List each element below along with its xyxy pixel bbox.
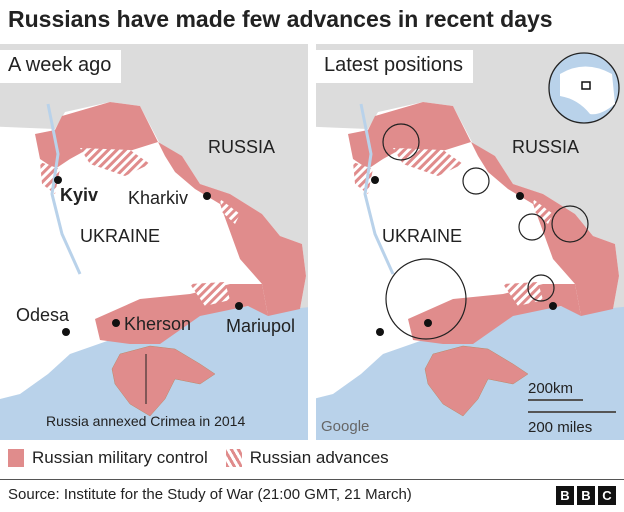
- country-label-ukraine-latest: UKRAINE: [382, 226, 463, 246]
- globe-inset-icon: [548, 52, 620, 124]
- kyiv-dot: [54, 176, 62, 184]
- city-label-odesa: Odesa: [16, 305, 70, 325]
- google-attribution: Google: [321, 418, 370, 435]
- city-label-kharkiv: Kharkiv: [128, 188, 189, 208]
- city-label-mariupol: Mariupol: [226, 316, 296, 336]
- city-label-kyiv: Kyiv: [60, 185, 99, 205]
- kharkiv-dot: [203, 192, 211, 200]
- divider: [0, 479, 624, 480]
- source-text: Source: Institute for the Study of War (…: [8, 486, 412, 503]
- panel-label-latest: Latest positions: [316, 50, 473, 83]
- city-label-kherson: Kherson: [124, 314, 192, 334]
- change-circles: [382, 123, 589, 340]
- country-label-ukraine: UKRAINE: [80, 226, 161, 246]
- crimea-annotation: Russia annexed Crimea in 2014: [46, 413, 246, 429]
- panel-label-week-ago: A week ago: [0, 50, 122, 83]
- country-label-russia-latest: RUSSIA: [512, 137, 580, 157]
- control-swatch: [8, 449, 24, 467]
- legend-advances: Russian advances: [249, 448, 389, 467]
- country-label-russia: RUSSIA: [208, 137, 276, 157]
- legend: Russian military control Russian advance…: [8, 448, 389, 468]
- odesa-dot: [62, 328, 70, 336]
- mariupol-dot: [235, 302, 243, 310]
- kherson-dot: [112, 319, 120, 327]
- legend-control: Russian military control: [32, 448, 208, 467]
- headline: Russians have made few advances in recen…: [8, 6, 553, 32]
- scale-miles: 200 miles: [528, 419, 593, 436]
- scale-bars: [528, 399, 616, 413]
- maps: [0, 44, 624, 440]
- advances-swatch: [225, 449, 242, 467]
- scale-km: 200km: [528, 380, 574, 397]
- city-dots: [54, 176, 557, 336]
